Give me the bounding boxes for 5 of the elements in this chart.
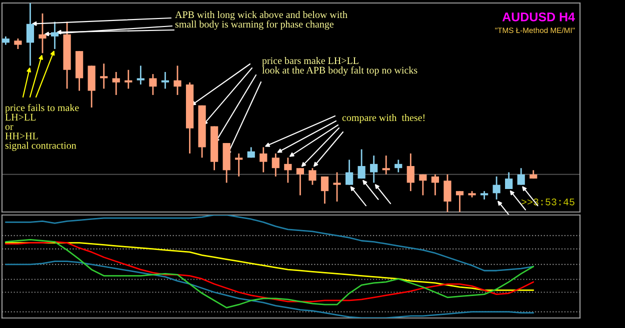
annotation: price bars make LH>LL look at the APB body falt top no wicks [262, 57, 418, 76]
annotation: APB with long wick above and below with small body is warning for phase change [175, 11, 348, 30]
annotation: compare with these! [342, 114, 424, 124]
annotation: price fails to make LH>LL or HH>HL signal contraction [5, 104, 79, 151]
text: AUDUSD H4 [502, 12, 575, 22]
